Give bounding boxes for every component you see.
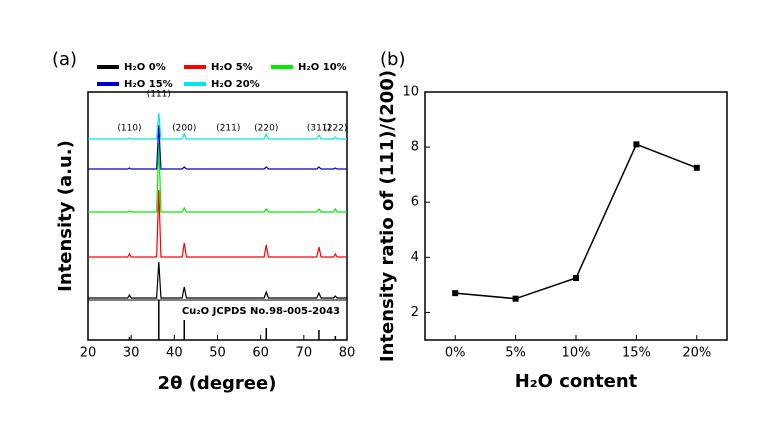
x-tick-label: 15% bbox=[622, 346, 651, 361]
x-tick-label: 60 bbox=[252, 346, 269, 361]
x-tick-label: 10% bbox=[562, 346, 591, 361]
y-tick-label: 2 bbox=[411, 305, 419, 320]
reference-label: Cu₂O JCPDS No.98-005-2043 bbox=[182, 306, 340, 317]
x-tick-label: 50 bbox=[209, 346, 226, 361]
y-axis-title: Intensity ratio of (111)/(200) bbox=[377, 70, 398, 362]
y-tick-label: 8 bbox=[411, 140, 419, 155]
marker bbox=[512, 295, 519, 302]
panel-label: (a) bbox=[52, 49, 77, 70]
y-tick-label: 4 bbox=[411, 250, 419, 265]
legend-label: H₂O 15% bbox=[124, 79, 173, 90]
legend-label: H₂O 10% bbox=[298, 62, 347, 73]
marker bbox=[573, 275, 579, 281]
legend-label: H₂O 5% bbox=[211, 62, 253, 73]
x-tick-label: 30 bbox=[123, 346, 140, 361]
xrd-pattern bbox=[88, 124, 347, 170]
peak-label: (110) bbox=[117, 124, 141, 134]
peak-label: (200) bbox=[172, 124, 196, 134]
x-tick-label: 20% bbox=[682, 346, 711, 361]
marker bbox=[633, 141, 640, 148]
peak-label: (111) bbox=[147, 90, 171, 100]
x-tick-label: 5% bbox=[505, 346, 526, 361]
y-tick-label: 6 bbox=[411, 195, 419, 210]
peak-label: (311) bbox=[307, 124, 331, 134]
panel-label: (b) bbox=[380, 49, 405, 70]
x-axis-title: 2θ (degree) bbox=[158, 373, 277, 394]
legend-label: H₂O 0% bbox=[124, 62, 166, 73]
peak-label: (220) bbox=[254, 124, 278, 134]
x-tick-label: 0% bbox=[445, 346, 466, 361]
xrd-pattern bbox=[88, 189, 347, 258]
peak-label: (211) bbox=[216, 124, 240, 134]
y-tick-label: 10 bbox=[402, 85, 419, 100]
xrd-pattern bbox=[88, 142, 347, 213]
x-tick-label: 70 bbox=[296, 346, 313, 361]
xrd-pattern bbox=[88, 112, 347, 140]
x-tick-label: 80 bbox=[339, 346, 356, 361]
x-tick-label: 20 bbox=[80, 346, 97, 361]
marker bbox=[693, 164, 700, 171]
peak-label: (222) bbox=[323, 124, 347, 134]
marker bbox=[452, 290, 459, 297]
x-tick-label: 40 bbox=[166, 346, 183, 361]
legend-label: H₂O 20% bbox=[211, 79, 260, 90]
x-axis-title: H₂O content bbox=[515, 371, 638, 392]
plot-frame bbox=[424, 91, 728, 341]
xrd-pattern bbox=[88, 261, 347, 299]
y-axis-title: Intensity (a.u.) bbox=[55, 140, 76, 292]
